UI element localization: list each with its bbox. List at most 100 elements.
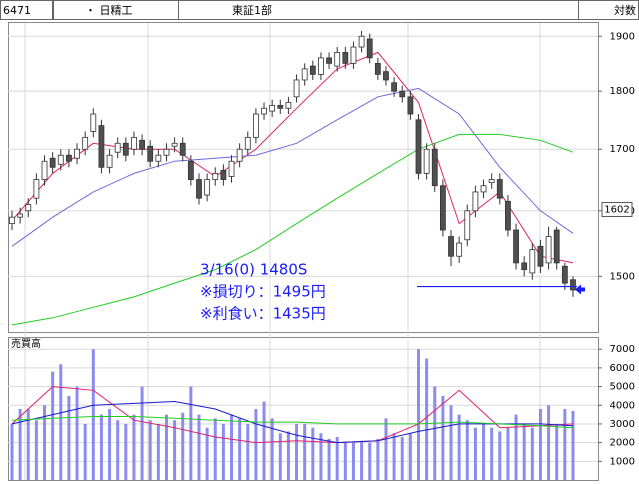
candle-body (57, 154, 64, 165)
volume-bar (116, 420, 120, 480)
candle-body (49, 157, 56, 168)
volume-bar (173, 420, 177, 480)
candle-body (342, 52, 349, 64)
volume-bar (506, 427, 510, 480)
volume-bar (408, 433, 412, 480)
candle-body (244, 136, 251, 150)
arrow (574, 284, 585, 295)
candle-body (114, 142, 121, 153)
candle-body (439, 185, 446, 231)
volume-bar (238, 418, 242, 480)
volume-bar (490, 427, 494, 480)
candle-body (570, 279, 576, 291)
scale-mode: 対数 (614, 3, 636, 17)
volume-bar (213, 418, 217, 480)
candle-body (261, 107, 267, 115)
volume-bar (457, 414, 461, 480)
volume-bar (441, 395, 445, 480)
volume-bar (498, 431, 502, 480)
moving-average (11, 51, 574, 264)
volume-bar (335, 437, 339, 480)
volume-title: 売買高 (11, 337, 41, 350)
candle-body (350, 46, 357, 64)
y-tick-label: 2000 (610, 438, 635, 449)
annotation: ※利食い：1435円 (200, 305, 326, 323)
volume-bar (538, 409, 542, 480)
candle-body (106, 154, 113, 168)
volume-bar (417, 349, 420, 480)
candle-body (139, 139, 145, 150)
candle-body (480, 185, 487, 193)
moving-average (11, 416, 574, 429)
volume-bar (164, 414, 168, 480)
volume-bar (59, 364, 63, 480)
candle-body (553, 229, 560, 264)
candle-body (212, 173, 219, 180)
candle-body (358, 35, 365, 48)
candle-body (309, 65, 316, 75)
volume-bar (571, 410, 575, 480)
y-tick-label: 3000 (610, 419, 635, 430)
volume-bar (270, 418, 274, 480)
candle-body (147, 145, 154, 162)
candle-body (74, 148, 80, 159)
volume-bar (343, 442, 347, 480)
volume-bar (26, 409, 30, 480)
volume-bar (83, 423, 87, 480)
volume-bar (514, 414, 518, 480)
y-tick-label: 7000 (610, 344, 635, 355)
candle-body (277, 104, 284, 109)
y-tick-label: 1800 (610, 86, 635, 97)
candle-body (464, 210, 471, 241)
candle-body (326, 57, 332, 64)
candle-body (505, 200, 511, 231)
volume-bar (449, 405, 453, 480)
candle-body (448, 236, 454, 257)
header: 6471 ・ 日精工 東証1部 対数 (0, 0, 639, 20)
candle-body (163, 148, 170, 156)
y-tick-label: 5000 (610, 382, 635, 393)
y-tick-label: 6000 (610, 363, 635, 374)
candle-body (529, 249, 536, 274)
y-tick-label: 1500 (610, 271, 635, 282)
moving-average (11, 386, 574, 444)
candle-body (415, 119, 422, 174)
volume-bar (360, 440, 364, 480)
candle-body (122, 142, 129, 156)
moving-average (11, 400, 574, 444)
candle-body (366, 38, 373, 59)
candle-body (155, 154, 162, 162)
volume-bar (262, 401, 266, 480)
candle-body (293, 79, 300, 98)
candle-body (301, 68, 308, 81)
candle-body (90, 113, 97, 132)
candle-body (17, 213, 24, 218)
candle-body (179, 142, 186, 156)
volume-panel (8, 337, 599, 481)
candle-body (285, 102, 292, 109)
candle-body (456, 242, 463, 257)
volume-bar (148, 420, 152, 480)
volume-bar (18, 409, 22, 480)
price-label: 1602 (604, 205, 629, 216)
volume-bar (425, 358, 429, 480)
price-panel (8, 22, 599, 333)
moving-average (11, 133, 574, 326)
stock-code: 6471 (3, 4, 31, 17)
volume-bar (433, 386, 437, 480)
volume-bar (482, 423, 486, 480)
volume-bar (278, 433, 282, 480)
volume-bar (230, 414, 234, 480)
candle-body (545, 236, 552, 264)
candle-body (391, 82, 398, 92)
volume-bar (465, 420, 469, 480)
candle-body (513, 229, 519, 264)
volume-bar (10, 423, 14, 480)
candle-body (423, 148, 430, 174)
candle-body (252, 113, 259, 138)
volume-bar (473, 427, 477, 480)
volume-bar (254, 409, 258, 480)
volume-bar (221, 423, 225, 480)
